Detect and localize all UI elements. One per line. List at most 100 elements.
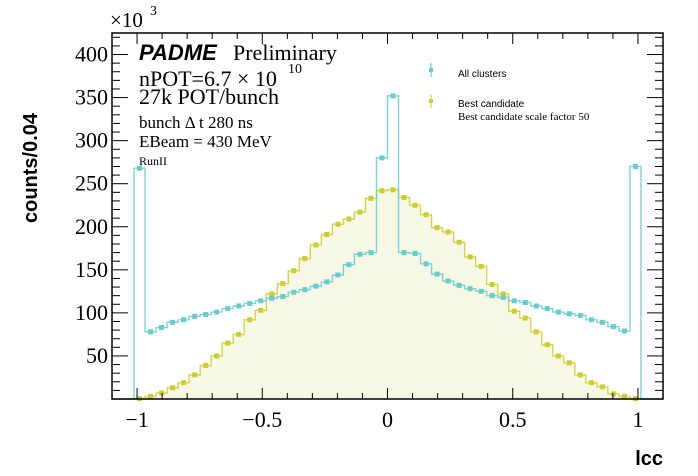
all-clusters-bin-marker	[368, 250, 374, 256]
all-clusters-bin-marker	[280, 294, 286, 300]
legend-marker-all-clusters	[429, 68, 433, 72]
all-clusters-bin-marker	[170, 319, 176, 325]
best-candidate-bin-marker	[170, 385, 176, 391]
best-candidate-bin-marker	[181, 380, 187, 386]
all-clusters-bin-marker	[346, 262, 352, 268]
best-candidate-bin-marker	[434, 225, 440, 231]
y-tick-label: 250	[75, 171, 108, 196]
best-candidate-bin-marker	[148, 393, 154, 399]
tick-layer	[111, 33, 664, 399]
best-candidate-bin-marker	[159, 390, 165, 396]
best-candidate-histogram-line	[112, 189, 663, 400]
best-candidate-bin-marker	[522, 315, 528, 321]
all-clusters-bin-marker	[247, 300, 253, 306]
y-tick-label: 200	[75, 214, 108, 239]
experiment-label: PADME	[139, 40, 218, 65]
all-clusters-bin-marker	[544, 306, 550, 312]
all-clusters-bin-marker	[159, 325, 165, 331]
y-tick-label: 100	[75, 300, 108, 325]
ebeam-label: EBeam = 430 MeV	[139, 132, 273, 151]
y-tick-label: 300	[75, 128, 108, 153]
legend-marker-best-candidate	[429, 99, 433, 103]
best-candidate-bin-marker	[390, 187, 396, 193]
best-candidate-bin-marker	[302, 256, 308, 262]
best-candidate-bin-marker	[214, 353, 220, 359]
all-clusters-bin-marker	[434, 271, 440, 277]
all-clusters-bin-marker	[511, 298, 517, 304]
all-clusters-bin-marker	[412, 250, 418, 256]
all-clusters-bin-marker	[302, 287, 308, 293]
all-clusters-bin-marker	[632, 163, 638, 169]
x-tick-label: −1	[125, 407, 148, 432]
best-candidate-bin-marker	[577, 372, 583, 378]
best-candidate-bin-marker	[247, 317, 253, 323]
all-clusters-bin-marker	[390, 93, 396, 99]
y-axis-label: counts/0.04	[20, 112, 42, 223]
y-multiplier-exponent: 3	[150, 4, 157, 19]
y-tick-label: 400	[75, 42, 108, 67]
legend-label-best-candidate: Best candidate	[458, 99, 525, 110]
best-candidate-bin-marker	[544, 342, 550, 348]
best-candidate-bin-marker	[401, 194, 407, 200]
all-clusters-bin-marker	[236, 303, 242, 309]
y-tick-label: 350	[75, 85, 108, 110]
best-candidate-bin-marker	[478, 263, 484, 269]
best-candidate-bin-marker	[533, 329, 539, 335]
all-clusters-bin-marker	[148, 329, 154, 335]
x-tick-label: 0	[382, 407, 393, 432]
best-candidate-bin-marker	[225, 340, 231, 346]
all-clusters-bin-marker	[522, 300, 528, 306]
best-candidate-bin-marker	[423, 212, 429, 218]
all-clusters-bin-marker	[324, 279, 330, 285]
best-candidate-bin-marker	[456, 239, 462, 245]
npot-exponent: 10	[288, 62, 302, 77]
npot-label: nPOT=6.7 × 10	[139, 66, 277, 91]
best-candidate-fill	[112, 189, 663, 399]
best-candidate-bin-marker	[555, 353, 561, 359]
status-label: Preliminary	[233, 40, 337, 65]
all-clusters-bin-marker	[423, 261, 429, 267]
best-candidate-bin-marker	[445, 229, 451, 235]
best-candidate-bin-marker	[610, 391, 616, 397]
all-clusters-bin-marker	[335, 272, 341, 278]
legend-label-all-clusters: All clusters	[458, 69, 506, 80]
x-tick-label: −0.5	[242, 407, 282, 432]
best-candidate-bin-marker	[621, 393, 627, 399]
marker-layer	[137, 93, 638, 402]
all-clusters-bin-marker	[192, 313, 198, 319]
x-tick-label: 1	[632, 407, 643, 432]
best-candidate-bin-marker	[258, 307, 264, 313]
all-clusters-bin-marker	[467, 286, 473, 292]
all-clusters-bin-marker	[599, 319, 605, 325]
all-clusters-bin-marker	[291, 289, 297, 295]
best-candidate-bin-marker	[379, 188, 385, 194]
best-candidate-bin-marker	[511, 308, 517, 314]
best-candidate-bin-marker	[357, 209, 363, 215]
all-clusters-bin-marker	[357, 251, 363, 257]
all-clusters-bin-marker	[203, 312, 209, 318]
best-candidate-bin-marker	[500, 291, 506, 297]
all-clusters-bin-marker	[588, 317, 594, 323]
all-clusters-bin-marker	[621, 328, 627, 334]
histogram-layer	[112, 95, 663, 400]
y-multiplier: ×10	[110, 8, 143, 32]
all-clusters-bin-marker	[566, 311, 572, 317]
legend-label-scale-factor: Best candidate scale factor 50	[458, 111, 590, 123]
all-clusters-bin-marker	[456, 282, 462, 288]
all-clusters-bin-marker	[533, 303, 539, 309]
x-axis-label: lcc	[635, 448, 663, 470]
all-clusters-bin-marker	[610, 324, 616, 330]
best-candidate-bin-marker	[324, 232, 330, 238]
bunch-dt-label: bunch Δ t 280 ns	[139, 113, 253, 132]
all-clusters-bin-marker	[137, 165, 143, 171]
best-candidate-bin-marker	[588, 380, 594, 386]
all-clusters-bin-marker	[225, 306, 231, 312]
all-clusters-bin-marker	[478, 288, 484, 294]
all-clusters-bin-marker	[269, 295, 275, 301]
all-clusters-bin-marker	[445, 278, 451, 284]
all-clusters-bin-marker	[258, 298, 264, 304]
fill-layer	[112, 189, 663, 399]
best-candidate-bin-marker	[368, 195, 374, 201]
best-candidate-bin-marker	[467, 254, 473, 260]
